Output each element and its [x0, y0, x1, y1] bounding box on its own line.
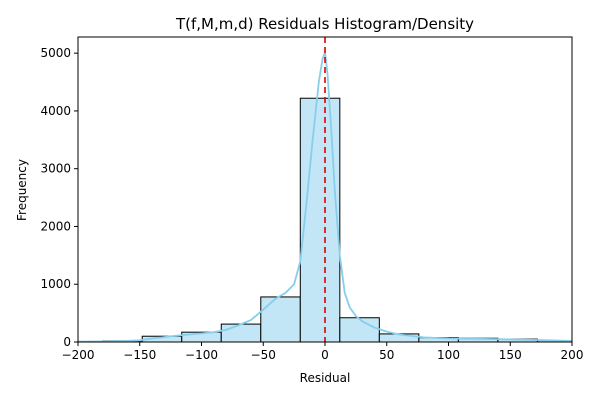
y-tick-label: 2000 [40, 219, 71, 233]
histogram-bar-5 [260, 296, 301, 342]
y-tick-label: 5000 [40, 46, 71, 60]
y-tick-label: 0 [63, 335, 71, 349]
density-layer [78, 51, 572, 342]
x-tick-label: −100 [185, 348, 218, 362]
x-tick-label: 100 [437, 348, 460, 362]
y-tick-label: 4000 [40, 104, 71, 118]
y-axis-label: Frequency [15, 159, 29, 221]
histogram-bar-7 [339, 317, 380, 342]
y-axis-ticks: 0 1000 2000 3000 4000 5000 [40, 46, 78, 349]
x-tick-label: 150 [499, 348, 522, 362]
y-tick-label: 1000 [40, 277, 71, 291]
histogram-bar-4 [220, 323, 262, 342]
x-tick-label: −50 [251, 348, 276, 362]
x-tick-label: −200 [62, 348, 95, 362]
y-tick-label: 3000 [40, 162, 71, 176]
x-tick-label: −150 [123, 348, 156, 362]
chart-title: T(f,M,m,d) Residuals Histogram/Density [175, 15, 474, 33]
histogram-bar-6 [299, 97, 341, 342]
x-axis-ticks: −200 −150 −100 −50 0 50 100 150 200 [62, 342, 584, 362]
density-curve [78, 51, 572, 342]
x-tick-label: 50 [379, 348, 394, 362]
x-axis-label: Residual [300, 371, 351, 385]
x-tick-label: 200 [561, 348, 584, 362]
x-tick-label: 0 [321, 348, 329, 362]
